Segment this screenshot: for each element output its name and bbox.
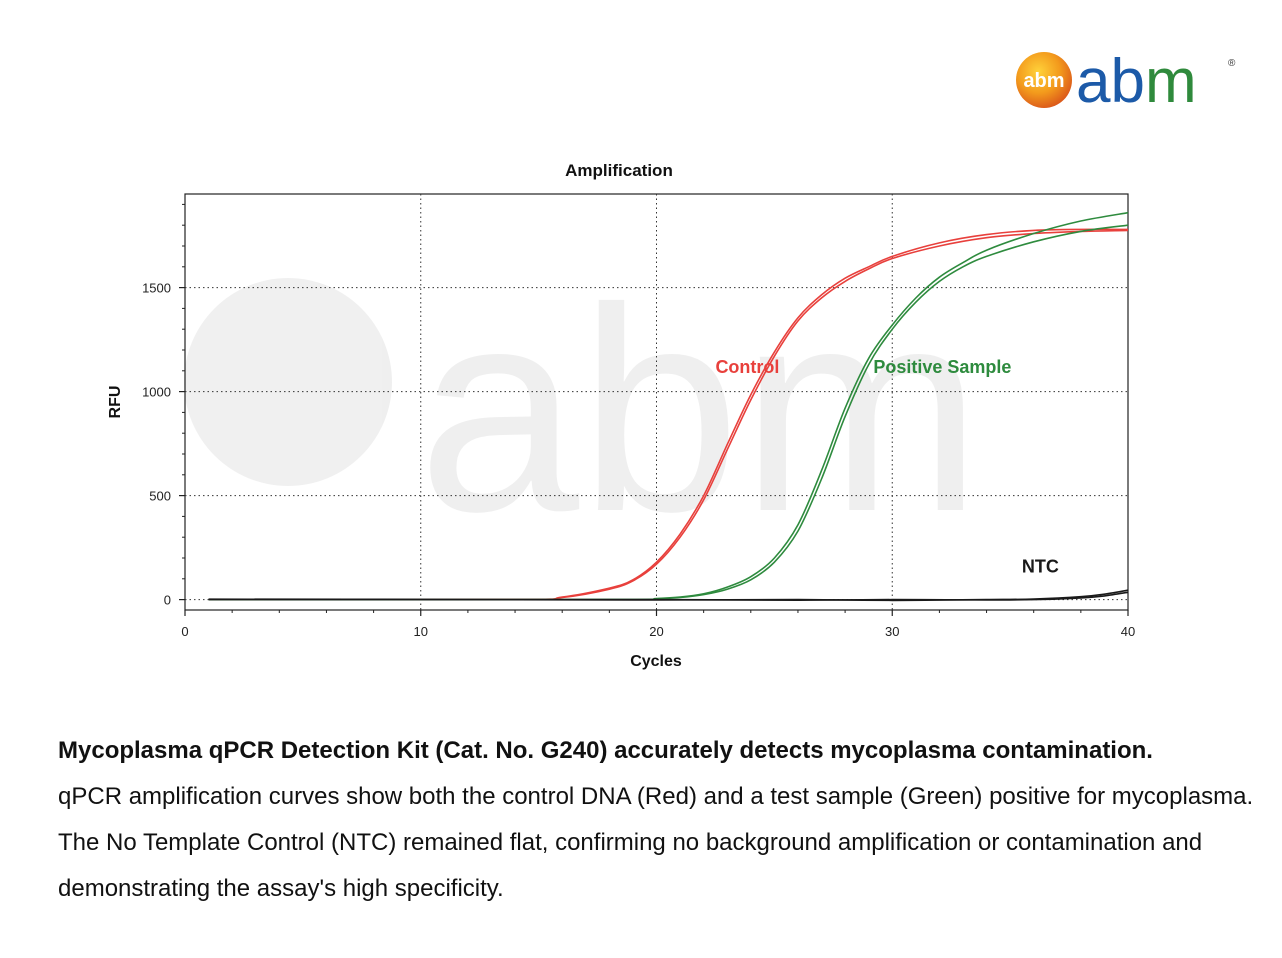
logo-registered-mark: ® — [1228, 58, 1236, 69]
y-tick-label: 0 — [164, 593, 171, 608]
positive-sample-annotation: Positive Sample — [873, 357, 1011, 377]
svg-text:abm: abm — [418, 248, 982, 572]
ntc-annotation: NTC — [1022, 557, 1059, 577]
x-tick-label: 40 — [1121, 624, 1135, 639]
logo-wordmark-a: a — [1076, 47, 1111, 110]
logo-wordmark-m: m — [1145, 47, 1197, 110]
x-tick-label: 20 — [649, 624, 663, 639]
control-annotation: Control — [715, 357, 779, 377]
y-tick-label: 1000 — [142, 385, 171, 400]
caption-body: qPCR amplification curves show both the … — [58, 783, 1254, 902]
chart-title: Amplification — [565, 161, 673, 180]
caption-bold: Mycoplasma qPCR Detection Kit (Cat. No. … — [58, 737, 1153, 764]
grid-lines — [185, 194, 1128, 610]
logo-wordmark: abm — [1076, 47, 1197, 110]
y-axis-title: RFU — [107, 386, 124, 419]
abm-logo: abm abm ® — [1016, 47, 1236, 110]
logo-badge-text: abm — [1023, 70, 1064, 92]
x-tick-label: 0 — [181, 624, 188, 639]
x-tick-label: 10 — [414, 624, 428, 639]
figure-caption: Mycoplasma qPCR Detection Kit (Cat. No. … — [58, 728, 1258, 912]
x-tick-label: 30 — [885, 624, 899, 639]
y-tick-label: 500 — [149, 489, 171, 504]
amplification-chart: abm 0 10 20 30 40 0 500 1000 1500 Control Positiv… — [107, 161, 1135, 670]
logo-wordmark-b: b — [1110, 47, 1144, 110]
logo-badge-icon — [1016, 52, 1072, 108]
ntc-curve-6 — [208, 589, 1129, 602]
x-axis-title: Cycles — [630, 653, 682, 670]
series-layer — [208, 211, 1129, 602]
abm-watermark: abm — [184, 248, 982, 572]
control-curve-2 — [208, 228, 1129, 601]
axis-ticks: 0 10 20 30 40 0 500 1000 1500 — [142, 203, 1135, 639]
y-tick-label: 1500 — [142, 281, 171, 296]
annotations: Control Positive Sample NTC — [715, 357, 1058, 577]
